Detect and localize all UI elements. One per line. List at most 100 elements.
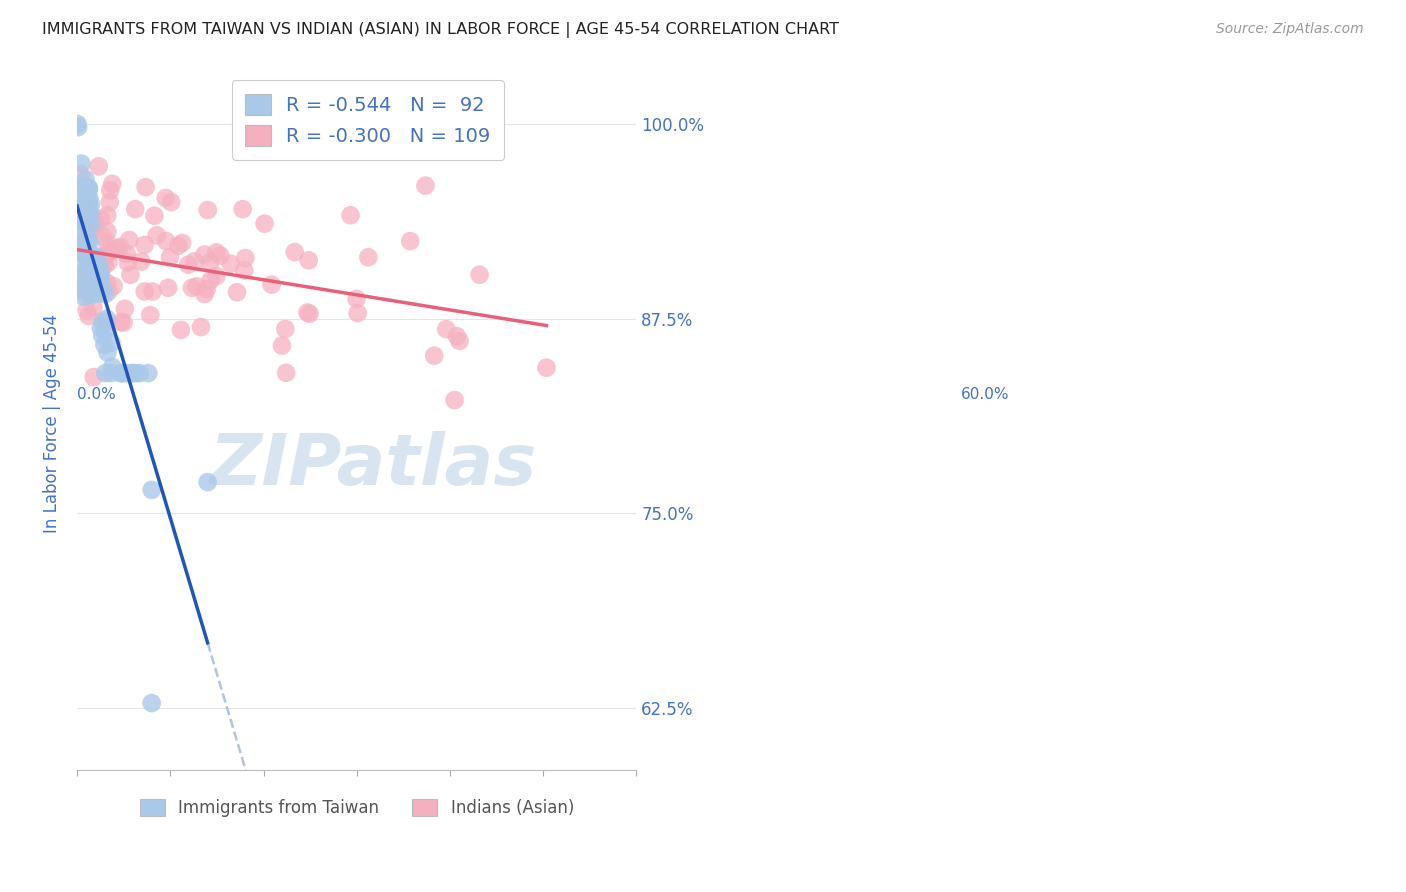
Point bbox=[209, 249, 232, 263]
Point bbox=[66, 211, 89, 225]
Point bbox=[446, 329, 468, 343]
Point bbox=[83, 281, 105, 295]
Point bbox=[219, 257, 242, 271]
Point bbox=[124, 202, 146, 216]
Point bbox=[105, 241, 128, 255]
Point bbox=[73, 265, 96, 279]
Point bbox=[91, 315, 114, 329]
Point bbox=[172, 235, 194, 250]
Point bbox=[298, 307, 321, 321]
Point bbox=[84, 217, 107, 231]
Point bbox=[69, 259, 91, 273]
Y-axis label: In Labor Force | Age 45-54: In Labor Force | Age 45-54 bbox=[44, 314, 60, 533]
Point bbox=[77, 201, 100, 215]
Point bbox=[69, 276, 91, 290]
Text: 60.0%: 60.0% bbox=[960, 387, 1010, 402]
Point bbox=[274, 322, 297, 336]
Point bbox=[90, 321, 112, 335]
Point bbox=[72, 277, 94, 292]
Point bbox=[76, 243, 98, 257]
Point bbox=[115, 366, 138, 380]
Point bbox=[91, 229, 114, 244]
Point bbox=[79, 235, 101, 249]
Point bbox=[117, 255, 139, 269]
Point bbox=[86, 250, 108, 264]
Legend: Immigrants from Taiwan, Indians (Asian): Immigrants from Taiwan, Indians (Asian) bbox=[134, 792, 581, 824]
Point bbox=[77, 191, 100, 205]
Point bbox=[77, 254, 100, 268]
Point bbox=[120, 366, 142, 380]
Point bbox=[346, 306, 368, 320]
Point bbox=[87, 261, 110, 276]
Point bbox=[66, 117, 89, 131]
Point bbox=[77, 309, 100, 323]
Point bbox=[100, 366, 122, 380]
Point bbox=[190, 320, 212, 334]
Point bbox=[73, 234, 96, 248]
Point bbox=[415, 178, 437, 193]
Point bbox=[83, 271, 105, 285]
Point bbox=[96, 236, 118, 251]
Point bbox=[86, 286, 108, 301]
Point bbox=[112, 316, 135, 330]
Point bbox=[69, 213, 91, 227]
Point bbox=[155, 234, 177, 248]
Point bbox=[70, 186, 93, 201]
Point bbox=[79, 252, 101, 267]
Point bbox=[103, 279, 125, 293]
Point bbox=[141, 483, 163, 497]
Point bbox=[96, 225, 118, 239]
Point bbox=[103, 243, 125, 257]
Point bbox=[233, 263, 256, 277]
Point bbox=[75, 172, 97, 186]
Point bbox=[73, 290, 96, 304]
Point bbox=[76, 234, 98, 248]
Point bbox=[434, 322, 457, 336]
Point bbox=[200, 273, 222, 287]
Point bbox=[69, 167, 91, 181]
Point bbox=[77, 182, 100, 196]
Point bbox=[67, 235, 90, 250]
Point bbox=[135, 180, 157, 194]
Point bbox=[167, 239, 190, 253]
Point bbox=[183, 254, 205, 268]
Point bbox=[94, 315, 117, 329]
Point bbox=[73, 285, 96, 300]
Point bbox=[160, 195, 183, 210]
Point bbox=[145, 228, 167, 243]
Point bbox=[115, 247, 138, 261]
Point bbox=[90, 268, 112, 283]
Point bbox=[253, 217, 276, 231]
Point bbox=[84, 277, 107, 291]
Point bbox=[76, 234, 98, 248]
Point bbox=[276, 366, 298, 380]
Point bbox=[70, 203, 93, 218]
Point bbox=[80, 250, 103, 264]
Point bbox=[260, 277, 283, 292]
Point bbox=[284, 245, 307, 260]
Point bbox=[139, 308, 162, 322]
Point bbox=[131, 254, 153, 268]
Point bbox=[77, 209, 100, 223]
Point bbox=[399, 234, 422, 248]
Point bbox=[197, 202, 219, 217]
Point bbox=[76, 276, 98, 290]
Point bbox=[111, 366, 134, 380]
Point bbox=[69, 198, 91, 212]
Point bbox=[83, 278, 105, 293]
Point bbox=[96, 311, 118, 326]
Point bbox=[82, 300, 104, 314]
Point bbox=[70, 281, 93, 295]
Point bbox=[91, 282, 114, 296]
Point bbox=[96, 209, 118, 223]
Point bbox=[76, 228, 98, 243]
Point bbox=[79, 254, 101, 268]
Point bbox=[79, 258, 101, 272]
Point bbox=[155, 191, 177, 205]
Point bbox=[73, 185, 96, 199]
Point bbox=[157, 281, 180, 295]
Point bbox=[75, 202, 97, 217]
Point bbox=[97, 255, 120, 269]
Point bbox=[89, 270, 111, 285]
Point bbox=[170, 323, 193, 337]
